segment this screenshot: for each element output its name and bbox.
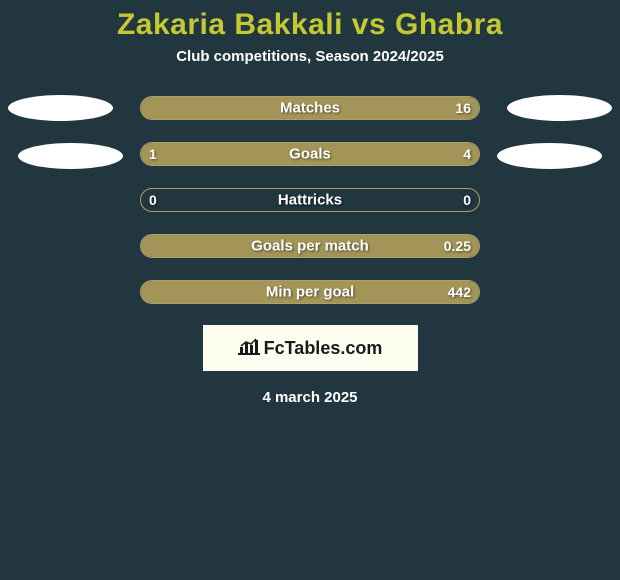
stat-value-right: 16 [455, 100, 471, 116]
comparison-title: Zakaria Bakkali vs Ghabra [0, 8, 620, 42]
stat-bar-track: Min per goal 442 [140, 280, 480, 304]
stat-value-right: 0.25 [444, 238, 471, 254]
stat-value-right: 0 [463, 192, 471, 208]
stat-row: Min per goal 442 [0, 279, 620, 305]
stat-label: Hattricks [278, 192, 342, 209]
comparison-subtitle: Club competitions, Season 2024/2025 [0, 48, 620, 65]
stats-area: Matches 16 Goals 1 4 Hattricks 0 0 Goals per mat… [0, 95, 620, 305]
brand-content: FcTables.com [238, 337, 383, 360]
stat-label: Goals per match [251, 238, 369, 255]
stat-value-right: 442 [448, 284, 471, 300]
stat-bar-track: Goals per match 0.25 [140, 234, 480, 258]
stats-rows: Matches 16 Goals 1 4 Hattricks 0 0 Goals per mat… [0, 95, 620, 305]
stat-bar-track: Hattricks 0 0 [140, 188, 480, 212]
stat-bar-track: Matches 16 [140, 96, 480, 120]
stat-bar-track: Goals 1 4 [140, 142, 480, 166]
brand-text: FcTables.com [264, 338, 383, 359]
brand-box[interactable]: FcTables.com [203, 325, 418, 371]
comparison-card: Zakaria Bakkali vs Ghabra Club competiti… [0, 0, 620, 406]
stat-value-right: 4 [463, 146, 471, 162]
stat-value-left: 0 [149, 192, 157, 208]
stat-row: Hattricks 0 0 [0, 187, 620, 213]
chart-icon [238, 337, 260, 360]
stat-row: Goals 1 4 [0, 141, 620, 167]
date-text: 4 march 2025 [0, 389, 620, 406]
stat-value-left: 1 [149, 146, 157, 162]
stat-bar-fill-right [198, 143, 479, 165]
stat-label: Matches [280, 100, 340, 117]
stat-row: Goals per match 0.25 [0, 233, 620, 259]
stat-label: Min per goal [266, 284, 354, 301]
stat-row: Matches 16 [0, 95, 620, 121]
stat-label: Goals [289, 146, 331, 163]
